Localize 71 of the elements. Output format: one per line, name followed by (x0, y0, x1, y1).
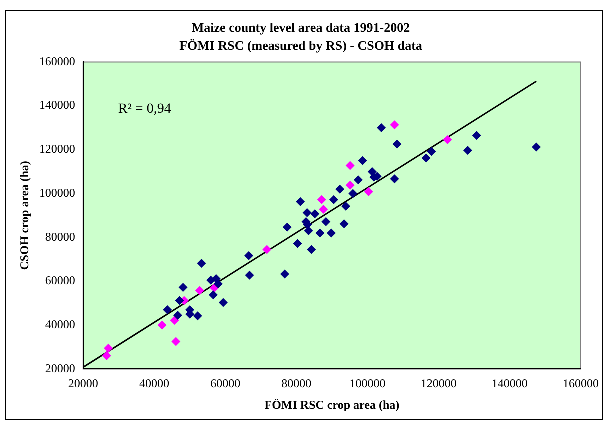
point (245, 270, 254, 280)
x-tick-label: 20000 (68, 376, 98, 391)
point (173, 310, 182, 320)
x-tick-label: 80000 (282, 376, 312, 391)
point (158, 320, 167, 330)
point (390, 120, 400, 130)
point (336, 184, 345, 194)
y-tick-label: 140000 (39, 98, 76, 112)
point (346, 180, 355, 190)
point (280, 270, 290, 279)
point (348, 189, 358, 198)
x-tick-label: 40000 (139, 376, 170, 391)
point (163, 305, 172, 314)
x-tick-label: 60000 (210, 376, 241, 391)
point (319, 205, 328, 214)
point (422, 154, 431, 163)
point (326, 228, 336, 238)
point (218, 298, 228, 308)
point (214, 280, 223, 289)
point (463, 146, 472, 156)
point (293, 239, 302, 248)
x-tick-label: 120000 (420, 376, 457, 391)
point (262, 245, 272, 254)
point (322, 217, 331, 226)
y-tick-label: 40000 (45, 318, 76, 332)
point (170, 316, 180, 326)
point (358, 156, 368, 166)
y-tick-label: 120000 (39, 142, 76, 156)
point (377, 123, 386, 132)
point (102, 352, 112, 361)
point (472, 131, 482, 140)
point (195, 286, 204, 296)
point (329, 195, 338, 204)
x-axis-title: FÖMI RSC crop area (ha) (264, 398, 400, 412)
chart-subtitle: FÖMI RSC (measured by RS) - CSOH data (180, 38, 423, 53)
point (178, 283, 188, 292)
point (208, 290, 218, 300)
point (296, 197, 306, 206)
y-tick-label: 80000 (45, 230, 76, 244)
point (175, 296, 184, 306)
chart-title: Maize county level area data 1991-2002 (192, 20, 410, 36)
point (244, 251, 254, 260)
point (342, 202, 351, 211)
x-tick-label: 100000 (350, 376, 386, 391)
point (172, 337, 181, 346)
point (346, 161, 355, 170)
point (427, 147, 436, 156)
point (104, 344, 114, 353)
y-tick-label: 60000 (45, 274, 76, 288)
point (443, 136, 452, 145)
point (390, 174, 400, 184)
point (193, 312, 202, 321)
point (317, 195, 326, 204)
y-tick-label: 100000 (39, 186, 76, 200)
point (302, 208, 312, 218)
point (532, 142, 542, 152)
point (340, 220, 349, 229)
y-tick-label: 160000 (39, 54, 76, 68)
annotation: R² = 0,94 (118, 102, 172, 117)
point (282, 222, 292, 232)
point (197, 259, 206, 268)
point (392, 140, 402, 149)
x-tick-label: 140000 (492, 376, 528, 391)
point (354, 176, 363, 185)
y-tick-label: 20000 (45, 361, 76, 376)
x-tick-label: 160000 (563, 376, 599, 391)
point (316, 228, 325, 238)
point (307, 245, 316, 254)
point (364, 188, 374, 197)
y-axis-title: CSOH crop area (ha) (17, 161, 32, 270)
point (310, 209, 320, 218)
